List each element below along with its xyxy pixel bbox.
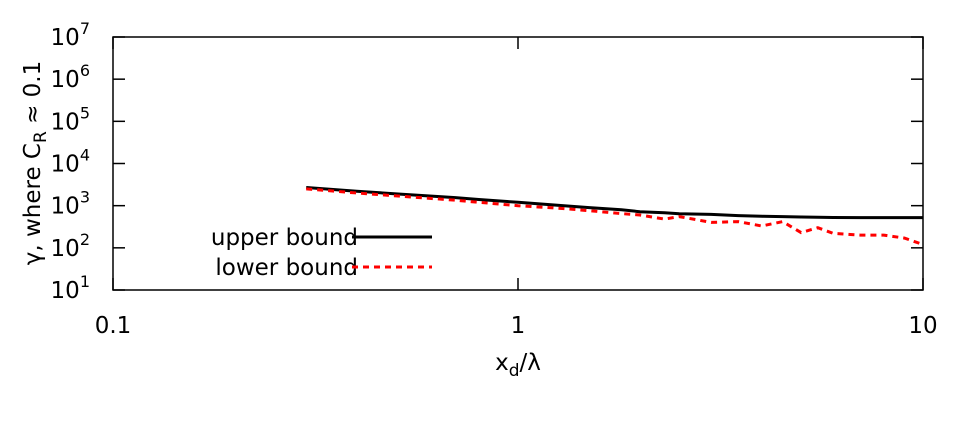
x-tick-label: 1 bbox=[511, 313, 526, 339]
series-line bbox=[306, 186, 923, 220]
x-tick-label: 10 bbox=[908, 313, 937, 339]
x-axis-label: xd/λ bbox=[495, 350, 541, 381]
y-tick-base: 10 bbox=[51, 67, 80, 93]
y-tick-label: 103 bbox=[51, 188, 90, 220]
y-tick-exponent: 6 bbox=[80, 61, 90, 80]
y-tick-base: 10 bbox=[51, 152, 80, 178]
y-tick-base: 10 bbox=[51, 194, 80, 220]
y-tick-exponent: 5 bbox=[80, 103, 90, 122]
y-tick-exponent: 3 bbox=[80, 188, 90, 207]
y-tick-label: 104 bbox=[51, 146, 90, 178]
y-tick-exponent: 2 bbox=[80, 230, 90, 249]
y-tick-base: 10 bbox=[51, 236, 80, 262]
y-tick-base: 10 bbox=[51, 278, 80, 304]
y-tick-base: 10 bbox=[51, 25, 80, 51]
y-tick-label: 102 bbox=[51, 230, 90, 262]
plot-frame bbox=[112, 36, 924, 291]
legend-label: upper bound bbox=[211, 225, 358, 251]
series-line bbox=[306, 187, 924, 246]
x-tick-label: 0.1 bbox=[95, 313, 132, 339]
y-tick-label: 105 bbox=[51, 103, 90, 135]
y-axis-label: γ, where CR ≈ 0.1 bbox=[20, 61, 51, 266]
y-tick-label: 107 bbox=[51, 19, 90, 51]
y-tick-base: 10 bbox=[51, 109, 80, 135]
y-tick-exponent: 1 bbox=[80, 272, 90, 291]
y-tick-exponent: 4 bbox=[80, 146, 90, 165]
legend-label: lower bound bbox=[215, 255, 358, 281]
y-tick-label: 106 bbox=[51, 61, 90, 93]
y-tick-exponent: 7 bbox=[80, 19, 90, 38]
y-tick-label: 101 bbox=[51, 272, 90, 304]
